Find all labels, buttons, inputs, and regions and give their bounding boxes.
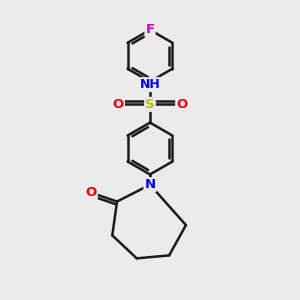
Text: N: N [144, 178, 156, 191]
Text: NH: NH [140, 78, 160, 91]
Text: F: F [146, 23, 154, 36]
Text: O: O [176, 98, 188, 111]
Text: S: S [145, 98, 155, 111]
Text: O: O [85, 186, 97, 199]
Text: O: O [112, 98, 124, 111]
